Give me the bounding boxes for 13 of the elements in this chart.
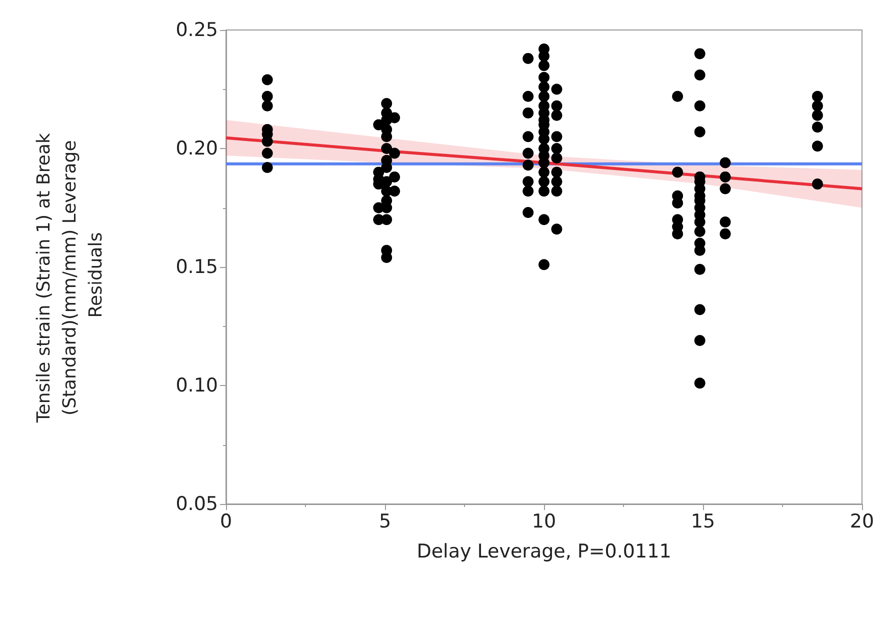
x-tick-label: 20 [850, 510, 874, 532]
x-tick-label: 0 [220, 510, 232, 532]
y-tick-label: 0.25 [176, 19, 218, 41]
x-axis-title: Delay Leverage, P=0.0111 [416, 540, 672, 562]
y-tick-label: 0.15 [176, 256, 218, 278]
y-tick-label: 0.05 [176, 493, 218, 515]
y-axis-title: Tensile strain (Strain 1) at Break (Standard)(mm/mm) Leverage Residuals [34, 127, 106, 424]
x-tick-label: 5 [378, 510, 392, 532]
y-tick-label: 0.20 [176, 138, 218, 160]
y-tick-label: 0.10 [176, 374, 218, 396]
line-series [224, 136, 864, 190]
x-tick-label: 10 [532, 510, 556, 532]
x-tick-label: 15 [690, 510, 716, 532]
